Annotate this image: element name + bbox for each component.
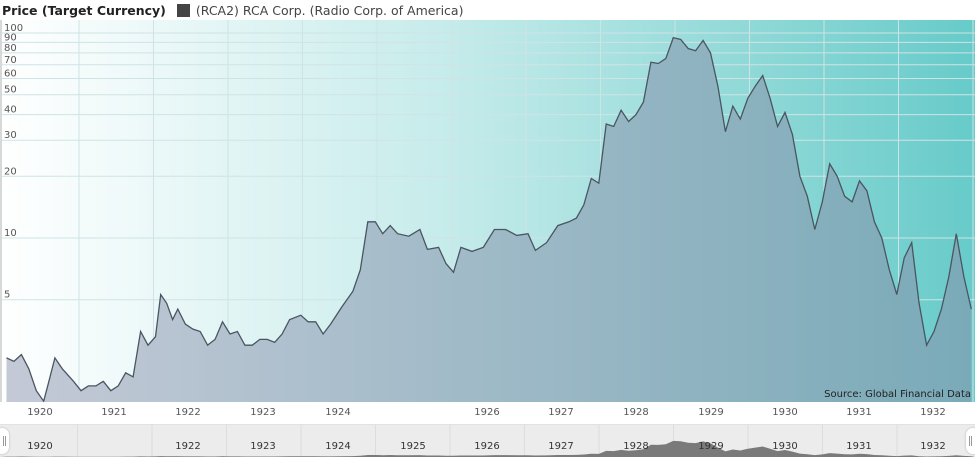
x-axis-tick: 1922 bbox=[175, 407, 201, 418]
x-axis-tick: 1928 bbox=[623, 407, 649, 418]
navigator-tick: 1930 bbox=[772, 441, 798, 452]
price-line bbox=[6, 36, 972, 402]
x-axis-tick: 1927 bbox=[548, 407, 574, 418]
svg-text:10: 10 bbox=[4, 228, 17, 239]
x-axis: 1920 1921 1922 1923 1924 1926 1927 1928 1929 1930… bbox=[0, 402, 975, 424]
x-axis-tick: 1923 bbox=[250, 407, 276, 418]
navigator-tick: 1924 bbox=[325, 441, 351, 452]
price-area bbox=[6, 37, 972, 402]
svg-text:5: 5 bbox=[4, 290, 10, 301]
svg-text:100: 100 bbox=[4, 23, 23, 34]
svg-text:90: 90 bbox=[4, 32, 17, 43]
svg-text:40: 40 bbox=[4, 105, 17, 116]
navigator-tick: 1932 bbox=[920, 441, 946, 452]
series-legend-label[interactable]: (RCA2) RCA Corp. (Radio Corp. of America… bbox=[195, 2, 464, 18]
navigator-right-handle[interactable] bbox=[966, 428, 975, 454]
svg-text:50: 50 bbox=[4, 85, 17, 96]
navigator-tick: 1929 bbox=[698, 441, 724, 452]
navigator-tick: 1927 bbox=[548, 441, 574, 452]
x-axis-tick: 1930 bbox=[772, 407, 798, 418]
source-credit: Source: Global Financial Data bbox=[824, 389, 971, 400]
navigator-tick: 1931 bbox=[846, 441, 872, 452]
navigator-tick: 1925 bbox=[400, 441, 426, 452]
svg-text:60: 60 bbox=[4, 68, 17, 79]
navigator-left-handle[interactable] bbox=[0, 428, 9, 454]
x-axis-tick: 1924 bbox=[325, 407, 351, 418]
navigator-tick: 1920 bbox=[27, 441, 53, 452]
navigator-series bbox=[0, 425, 975, 457]
navigator-tick: 1928 bbox=[623, 441, 649, 452]
navigator-tick: 1923 bbox=[250, 441, 276, 452]
y-axis-title: Price (Target Currency) bbox=[2, 2, 166, 18]
svg-text:70: 70 bbox=[4, 55, 17, 66]
navigator-tick: 1926 bbox=[474, 441, 500, 452]
series-swatch-icon[interactable] bbox=[176, 3, 190, 17]
svg-text:20: 20 bbox=[4, 166, 17, 177]
x-axis-tick: 1920 bbox=[27, 407, 53, 418]
x-axis-tick: 1929 bbox=[698, 407, 724, 418]
svg-text:30: 30 bbox=[4, 130, 17, 141]
x-axis-tick: 1932 bbox=[920, 407, 946, 418]
navigator-tick: 1922 bbox=[175, 441, 201, 452]
x-axis-tick: 1926 bbox=[474, 407, 500, 418]
navigator[interactable]: 1920 1922 1923 1924 1925 1926 1927 1928 1929 1930… bbox=[0, 424, 975, 457]
x-axis-tick: 1931 bbox=[846, 407, 872, 418]
svg-text:80: 80 bbox=[4, 43, 17, 54]
chart-legend: Price (Target Currency) (RCA2) RCA Corp.… bbox=[0, 0, 975, 20]
x-axis-tick: 1921 bbox=[101, 407, 127, 418]
